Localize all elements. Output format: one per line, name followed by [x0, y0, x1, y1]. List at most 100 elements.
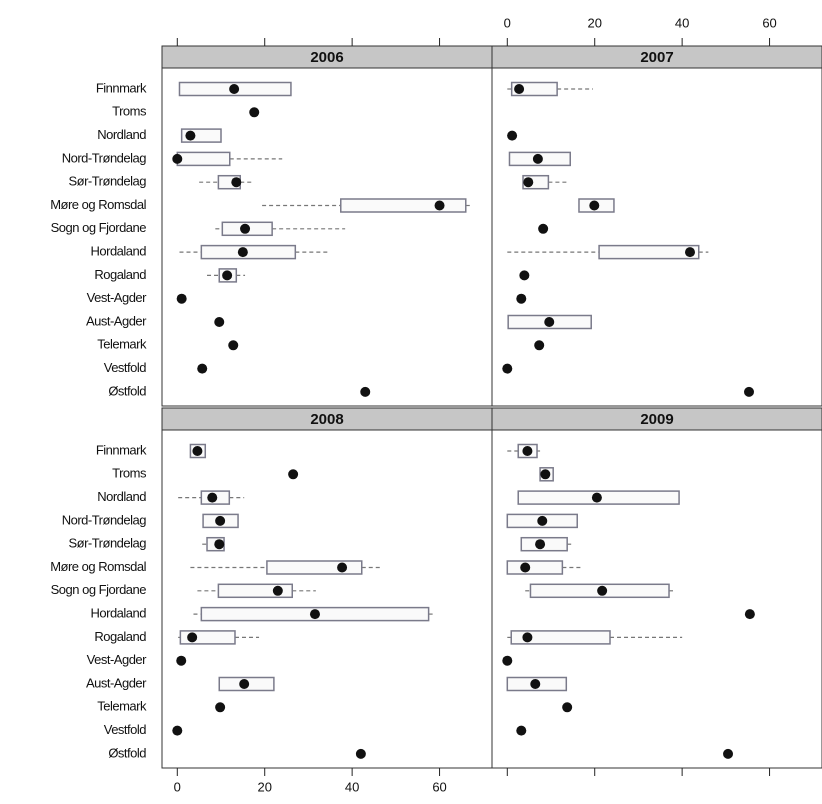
category-label: Nord-Trøndelag	[62, 150, 147, 165]
median	[723, 748, 734, 759]
category-label: Finnmark	[96, 80, 147, 95]
median	[532, 153, 543, 164]
category-label: Troms	[112, 104, 147, 119]
median	[222, 270, 233, 281]
median	[516, 725, 527, 736]
median	[744, 609, 755, 620]
median	[520, 562, 531, 573]
category-label: Telemark	[97, 699, 147, 714]
x-tick-label: 60	[432, 779, 446, 794]
x-tick-label: 60	[762, 15, 776, 30]
median	[540, 469, 551, 480]
median	[215, 515, 226, 526]
category-label: Hordaland	[91, 606, 147, 621]
median	[172, 153, 183, 164]
x-tick-label: 20	[257, 779, 271, 794]
median	[240, 223, 251, 234]
median	[309, 609, 320, 620]
median	[176, 293, 187, 304]
median	[360, 386, 371, 397]
median	[523, 177, 534, 188]
category-label: Østfold	[108, 383, 146, 398]
category-label: Troms	[112, 466, 147, 481]
median	[522, 632, 533, 643]
category-label: Vest-Agder	[87, 652, 147, 667]
panel	[491, 67, 822, 407]
box	[340, 198, 467, 213]
median	[514, 84, 525, 94]
category-label: Sogn og Fjordane	[51, 220, 147, 235]
median	[507, 130, 518, 141]
category-label: Østfold	[108, 745, 146, 760]
median	[522, 446, 533, 456]
median	[288, 469, 299, 480]
median	[172, 725, 183, 736]
median	[537, 515, 548, 526]
median	[538, 223, 549, 234]
median	[185, 130, 196, 141]
median	[589, 200, 600, 211]
x-tick-label: 0	[174, 779, 181, 794]
category-label: Møre og Romsdal	[50, 559, 146, 574]
panel	[161, 67, 493, 407]
category-label: Vest-Agder	[87, 290, 147, 305]
category-label: Finnmark	[96, 442, 147, 457]
x-tick-label: 20	[587, 15, 601, 30]
box	[510, 630, 611, 645]
x-tick-label: 0	[504, 15, 511, 30]
category-label: Sør-Trøndelag	[68, 174, 146, 189]
median	[535, 539, 546, 550]
box	[266, 560, 363, 575]
category-label: Aust-Agder	[86, 313, 147, 328]
median	[207, 492, 218, 503]
category-label: Vestfold	[104, 722, 147, 737]
category-label: Rogaland	[94, 267, 146, 282]
median	[544, 317, 555, 327]
box	[510, 81, 558, 97]
median	[239, 679, 250, 689]
median	[534, 340, 545, 351]
median	[176, 655, 187, 666]
category-label: Telemark	[97, 337, 147, 352]
median	[337, 562, 348, 573]
median	[355, 748, 366, 759]
box	[200, 244, 297, 260]
median	[231, 177, 242, 188]
box	[176, 151, 231, 167]
category-label: Vestfold	[104, 360, 147, 375]
panel-title: 2008	[310, 411, 343, 428]
median	[530, 679, 541, 689]
category-label: Hordaland	[91, 244, 147, 259]
median	[519, 270, 530, 281]
category-label: Aust-Agder	[86, 675, 147, 690]
x-tick-label: 40	[345, 779, 359, 794]
category-label: Sør-Trøndelag	[68, 536, 146, 551]
panel	[161, 429, 493, 769]
median	[214, 539, 225, 550]
category-label: Møre og Romsdal	[50, 197, 146, 212]
box	[598, 244, 700, 260]
x-tick-label: 40	[675, 15, 689, 30]
panel-title: 2007	[640, 49, 673, 66]
median	[744, 386, 755, 397]
category-label: Rogaland	[94, 629, 146, 644]
median	[229, 84, 240, 94]
median	[197, 363, 208, 374]
median	[591, 492, 602, 503]
median	[249, 107, 260, 118]
median	[228, 340, 239, 351]
median	[192, 446, 203, 456]
category-label: Nordland	[97, 127, 146, 142]
median	[272, 585, 283, 596]
median	[685, 247, 695, 258]
median	[502, 655, 513, 666]
median	[597, 585, 608, 596]
median	[214, 317, 225, 327]
median	[215, 702, 226, 713]
category-label: Sogn og Fjordane	[51, 582, 147, 597]
median	[237, 247, 248, 258]
panel-title: 2006	[310, 49, 343, 66]
category-label: Nordland	[97, 489, 146, 504]
panel	[491, 429, 822, 769]
